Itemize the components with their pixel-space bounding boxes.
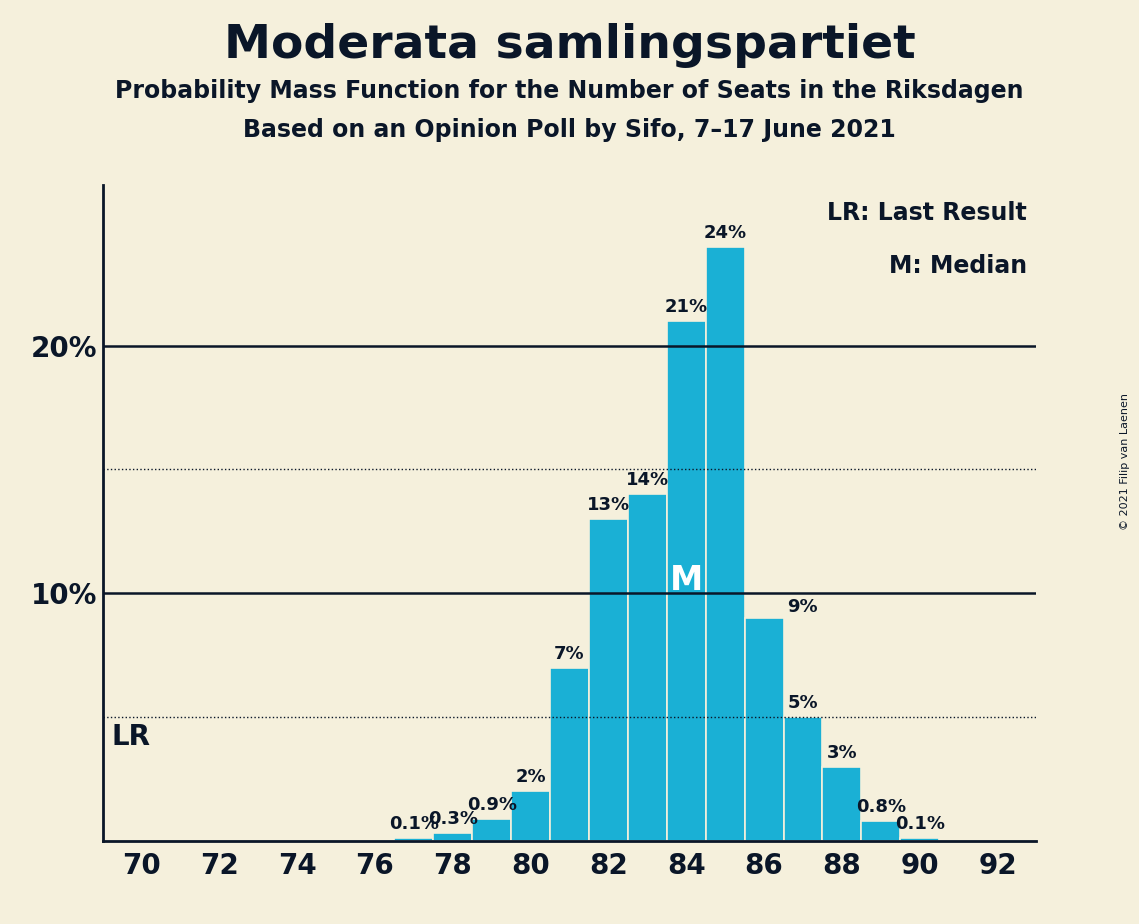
Text: 3%: 3% (827, 744, 858, 761)
Text: 0.3%: 0.3% (428, 810, 477, 829)
Bar (900, 838, 940, 841)
Bar (433, 833, 473, 841)
Bar (511, 791, 550, 841)
Bar (628, 494, 666, 841)
Text: M: M (670, 565, 703, 598)
Bar (666, 321, 706, 841)
Bar (822, 767, 861, 841)
Text: Probability Mass Function for the Number of Seats in the Riksdagen: Probability Mass Function for the Number… (115, 79, 1024, 103)
Bar (473, 819, 511, 841)
Text: 21%: 21% (665, 298, 707, 316)
Text: 7%: 7% (555, 645, 584, 663)
Text: 2%: 2% (515, 769, 546, 786)
Bar (589, 519, 628, 841)
Bar (745, 618, 784, 841)
Text: 0.1%: 0.1% (388, 815, 439, 833)
Text: © 2021 Filip van Laenen: © 2021 Filip van Laenen (1120, 394, 1130, 530)
Bar (550, 667, 589, 841)
Text: 13%: 13% (587, 496, 630, 514)
Text: Moderata samlingspartiet: Moderata samlingspartiet (223, 23, 916, 68)
Bar (706, 247, 745, 841)
Text: 5%: 5% (788, 694, 818, 712)
Text: 0.9%: 0.9% (467, 796, 517, 814)
Bar (394, 838, 433, 841)
Text: LR: LR (112, 723, 150, 751)
Bar (861, 821, 900, 841)
Text: LR: Last Result: LR: Last Result (827, 201, 1027, 225)
Text: 14%: 14% (625, 471, 669, 490)
Text: 0.1%: 0.1% (895, 815, 944, 833)
Text: 9%: 9% (787, 598, 818, 615)
Text: 24%: 24% (704, 224, 747, 242)
Text: M: Median: M: Median (890, 254, 1027, 278)
Text: 0.8%: 0.8% (855, 798, 906, 816)
Bar (784, 717, 822, 841)
Text: Based on an Opinion Poll by Sifo, 7–17 June 2021: Based on an Opinion Poll by Sifo, 7–17 J… (243, 118, 896, 142)
